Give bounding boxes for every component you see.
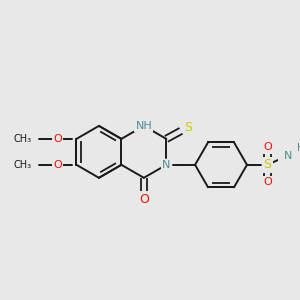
Text: O: O: [139, 193, 149, 206]
Text: N: N: [284, 151, 292, 160]
Text: CH₃: CH₃: [14, 160, 32, 170]
Text: O: O: [263, 142, 272, 152]
Text: H: H: [297, 143, 300, 153]
Text: NH: NH: [136, 121, 152, 131]
Text: S: S: [263, 158, 272, 171]
Text: O: O: [53, 160, 62, 170]
Text: O: O: [53, 134, 62, 144]
Text: O: O: [263, 177, 272, 188]
Text: S: S: [184, 121, 193, 134]
Text: CH₃: CH₃: [14, 134, 32, 144]
Text: N: N: [162, 160, 170, 170]
